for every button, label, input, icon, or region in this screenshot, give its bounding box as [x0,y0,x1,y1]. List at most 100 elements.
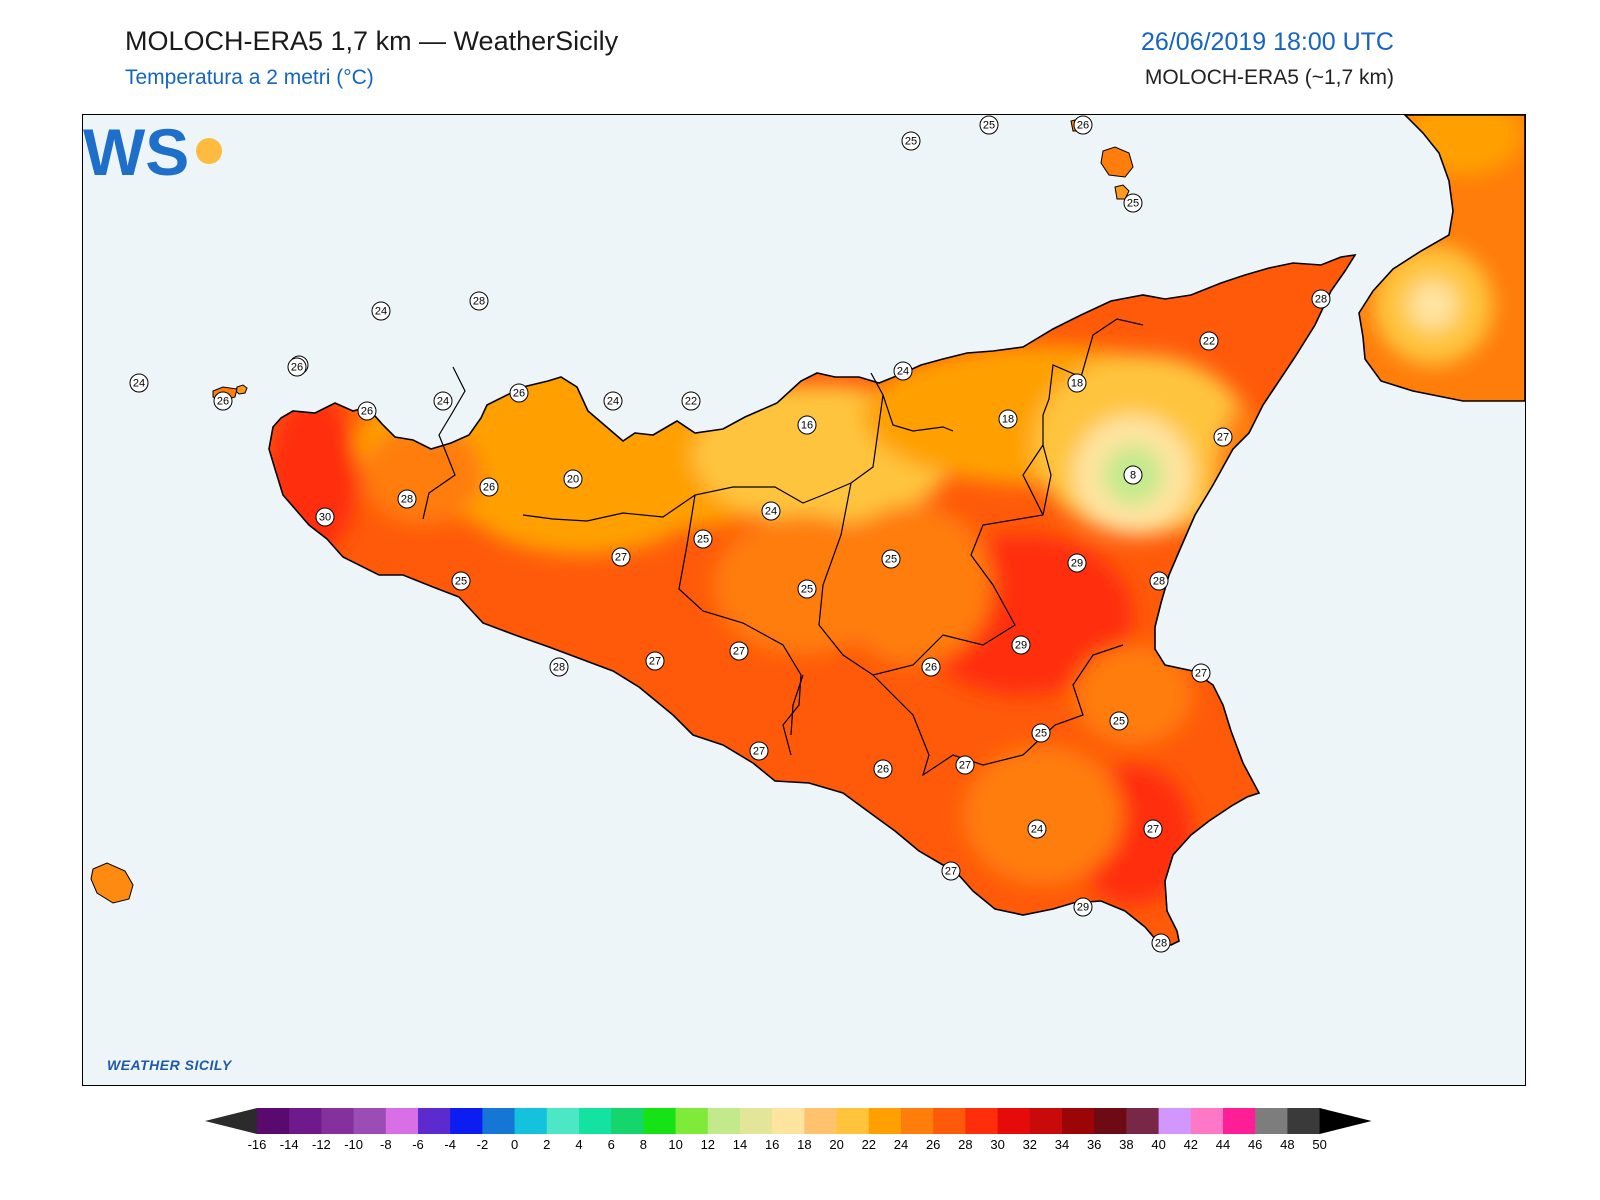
svg-text:26: 26 [513,388,525,400]
svg-text:29: 29 [1071,558,1083,570]
colorbar-bin [1190,1108,1224,1134]
station-temp-label: 25 [693,529,713,549]
station-temp-label: 25 [1109,711,1129,731]
station-temp-label: 24 [603,391,623,411]
colorbar-tick-label: -4 [444,1137,456,1152]
station-temp-label: 26 [213,391,233,411]
station-temp-label: 26 [921,657,941,677]
colorbar-bin [1126,1108,1160,1134]
svg-text:29: 29 [1015,640,1027,652]
svg-text:24: 24 [607,396,619,408]
colorbar-tick-label: 40 [1151,1137,1165,1152]
colorbar-tick-label: 2 [543,1137,550,1152]
colorbar: -16 -14 -12 -10 -8 -6 -4 -2 0 2 4 6 8 10 12 14 16 18 20 22 2… [205,1108,1372,1152]
colorbar-tick-label: 18 [797,1137,811,1152]
colorbar-tick-label: 28 [958,1137,972,1152]
station-temp-label: 27 [1143,819,1163,839]
station-temp-label: 27 [941,861,961,881]
temperature-map: 25 25 26 25 24 26 24 26 28 26 26 24 26 24 22 16 24 18 18 22… [90,115,1525,953]
colorbar-bin [321,1108,355,1134]
island-pantelleria [90,862,134,904]
colorbar-tick-label: -6 [412,1137,424,1152]
svg-text:20: 20 [567,474,579,486]
station-temp-label: 18 [998,409,1018,429]
station-temp-label: 24 [1027,819,1047,839]
colorbar-tick-label: 10 [668,1137,682,1152]
colorbar-tick-label: 44 [1216,1137,1230,1152]
station-temp-label: 24 [371,301,391,321]
colorbar-bin [1158,1108,1192,1134]
station-temp-label: 18 [1067,373,1087,393]
province-borders [422,318,1144,777]
colorbar-bin [772,1108,805,1134]
colorbar-bin [579,1108,612,1134]
svg-text:24: 24 [437,396,449,408]
svg-text:26: 26 [483,482,495,494]
station-temp-label: 27 [1191,663,1211,683]
colorbar-tick-label: 32 [1023,1137,1037,1152]
colorbar-tick-label: 6 [608,1137,615,1152]
station-temp-label: 28 [469,291,489,311]
valid-datetime: 26/06/2019 18:00 UTC [1141,28,1394,56]
svg-text:25: 25 [1035,728,1047,740]
calabria-temperature-field [1359,115,1525,401]
station-temp-label: 25 [1123,193,1143,213]
svg-text:24: 24 [133,378,145,390]
svg-text:29: 29 [1077,902,1089,914]
colorbar-bin [675,1108,709,1134]
station-temp-label: 24 [893,361,913,381]
station-temp-label: 24 [761,501,781,521]
colorbar-tick-label: 4 [575,1137,582,1152]
svg-text:8: 8 [1130,470,1136,482]
svg-text:25: 25 [1113,716,1125,728]
station-temp-label: 26 [1073,115,1093,135]
svg-text:28: 28 [1315,294,1327,306]
colorbar-under-arrow [205,1108,257,1134]
station-temp-label: 27 [1213,427,1233,447]
svg-text:26: 26 [1077,120,1089,132]
colorbar-bin [514,1108,548,1134]
colorbar-tick-label: 36 [1087,1137,1101,1152]
map-title: MOLOCH-ERA5 1,7 km — WeatherSicily [125,26,619,56]
colorbar-bin [1223,1108,1256,1134]
colorbar-tick-label: 0 [511,1137,518,1152]
island-ustica [235,384,248,395]
colorbar-tick-label: 26 [926,1137,940,1152]
colorbar-tick-label: 42 [1184,1137,1198,1152]
colorbar-tick-label: 24 [894,1137,908,1152]
svg-text:26: 26 [361,406,373,418]
map-area: 25 25 26 25 24 26 24 26 28 26 26 24 26 24 22 16 24 18 18 22… [82,114,1526,1086]
svg-text:16: 16 [801,420,813,432]
station-temp-label: 29 [1067,553,1087,573]
svg-text:27: 27 [615,552,627,564]
colorbar-tick-label: 50 [1312,1137,1326,1152]
station-labels: 25 25 26 25 24 26 24 26 28 26 26 24 26 24 22 16 24 18 18 22… [129,115,1331,953]
svg-text:26: 26 [877,764,889,776]
svg-text:28: 28 [1153,576,1165,588]
station-temp-label: 26 [287,357,307,377]
station-temp-label: 26 [873,759,893,779]
colorbar-tick-label: 12 [701,1137,715,1152]
svg-text:25: 25 [905,136,917,148]
weathersicily-logo: WS [83,115,222,185]
colorbar-bin [965,1108,999,1134]
colorbar-tick-label: 20 [829,1137,843,1152]
colorbar-bin [546,1108,580,1134]
colorbar-tick-label: 22 [862,1137,876,1152]
island-vulcano [1114,184,1130,200]
svg-text:25: 25 [885,554,897,566]
svg-text:27: 27 [1195,668,1207,680]
station-temp-label: 26 [357,401,377,421]
station-temp-label: 25 [979,115,999,135]
svg-text:25: 25 [697,534,709,546]
colorbar-bin [643,1108,677,1134]
station-temp-label: 27 [749,741,769,761]
station-temp-label: 27 [955,755,975,775]
station-temp-label: 27 [611,547,631,567]
station-temp-label: 22 [681,391,701,411]
colorbar-bin [1255,1108,1288,1134]
colorbar-bin [804,1108,838,1134]
station-temp-label: 24 [129,373,149,393]
svg-text:27: 27 [945,866,957,878]
station-temp-label: 28 [397,489,417,509]
